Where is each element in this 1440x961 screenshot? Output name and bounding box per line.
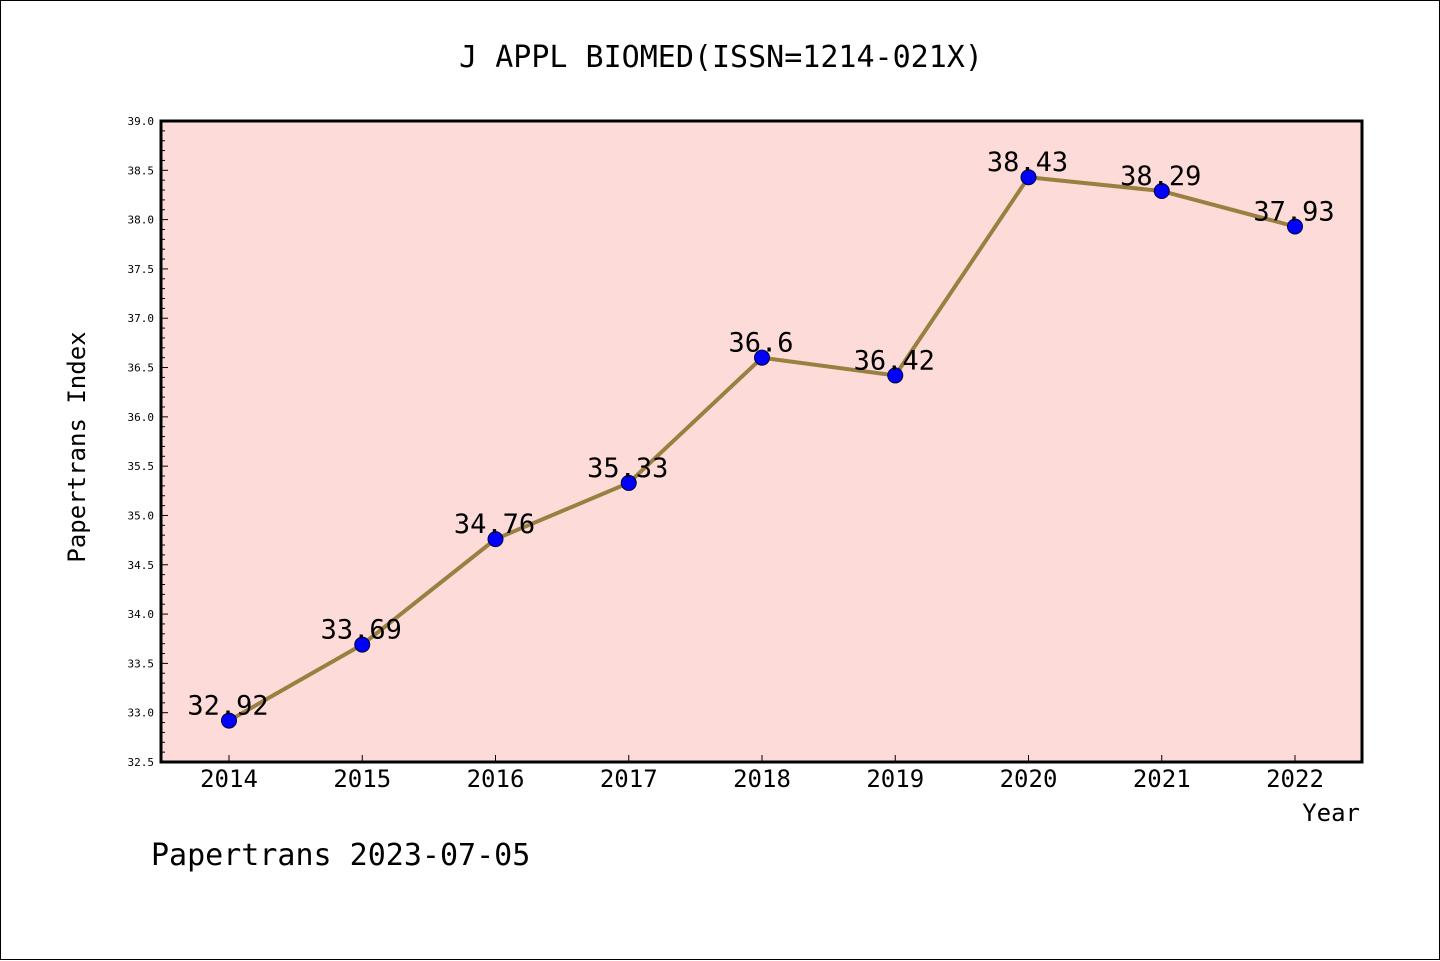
chart-title: J APPL BIOMED(ISSN=1214-021X) <box>459 40 983 75</box>
y-tick-label: 33.0 <box>128 707 155 720</box>
data-point <box>1020 169 1037 186</box>
data-label: 38.29 <box>1120 161 1201 192</box>
data-point <box>1287 218 1303 235</box>
y-axis: 32.5 33.0 33.5 34.0 34.5 35.0 35.5 36.0 36.5 37.0… <box>128 115 168 769</box>
data-label: 36.42 <box>854 345 935 376</box>
y-tick-label: 37.5 <box>128 263 155 276</box>
data-label: 36.6 <box>728 328 793 359</box>
y-tick-label: 36.0 <box>128 411 155 424</box>
y-tick-label: 32.5 <box>128 756 155 769</box>
y-tick-label: 35.5 <box>128 460 155 473</box>
x-tick-label: 2015 <box>333 765 391 793</box>
data-label: 34.76 <box>454 509 535 540</box>
x-tick-label: 2021 <box>1133 765 1191 793</box>
data-point <box>887 367 904 384</box>
x-tick-label: 2016 <box>467 765 525 793</box>
x-axis-label: Year <box>1302 799 1360 827</box>
y-tick-label: 37.0 <box>128 312 155 325</box>
plot-area <box>159 119 1364 764</box>
y-tick-label: 34.5 <box>128 559 155 572</box>
data-point <box>221 712 237 729</box>
x-axis: 2014 2015 2016 2017 2018 2019 2020 2021 2022 <box>200 755 1324 793</box>
x-tick-label: 2018 <box>733 765 791 793</box>
data-point <box>354 636 371 653</box>
data-labels-group: 32.92 33.69 34.76 35.33 36.6 36.42 38.43 38.29 3… <box>187 147 1334 721</box>
y-axis-label: Papertrans Index <box>63 331 91 562</box>
y-tick-label: 35.0 <box>128 509 155 522</box>
x-tick-label: 2022 <box>1266 765 1324 793</box>
data-label: 35.33 <box>587 453 668 484</box>
data-point <box>620 474 637 491</box>
y-tick-label: 38.5 <box>128 164 155 177</box>
x-tick-label: 2014 <box>200 765 258 793</box>
data-label: 33.69 <box>321 615 402 646</box>
data-point <box>1153 183 1170 200</box>
y-tick-label: 34.0 <box>128 608 155 621</box>
x-tick-label: 2019 <box>866 765 924 793</box>
data-point <box>487 531 504 548</box>
y-tick-label: 33.5 <box>128 657 155 670</box>
x-tick-label: 2017 <box>600 765 658 793</box>
data-label: 37.93 <box>1253 197 1334 228</box>
y-tick-label: 38.0 <box>128 214 155 227</box>
data-label: 32.92 <box>187 691 268 722</box>
footer-date-stamp: Papertrans 2023-07-05 <box>151 838 530 873</box>
data-point <box>754 349 770 366</box>
data-label: 38.43 <box>987 147 1068 178</box>
x-tick-label: 2020 <box>1000 765 1058 793</box>
series-group <box>221 169 1303 729</box>
y-tick-label: 36.5 <box>128 362 155 375</box>
y-tick-label: 39.0 <box>128 115 155 128</box>
